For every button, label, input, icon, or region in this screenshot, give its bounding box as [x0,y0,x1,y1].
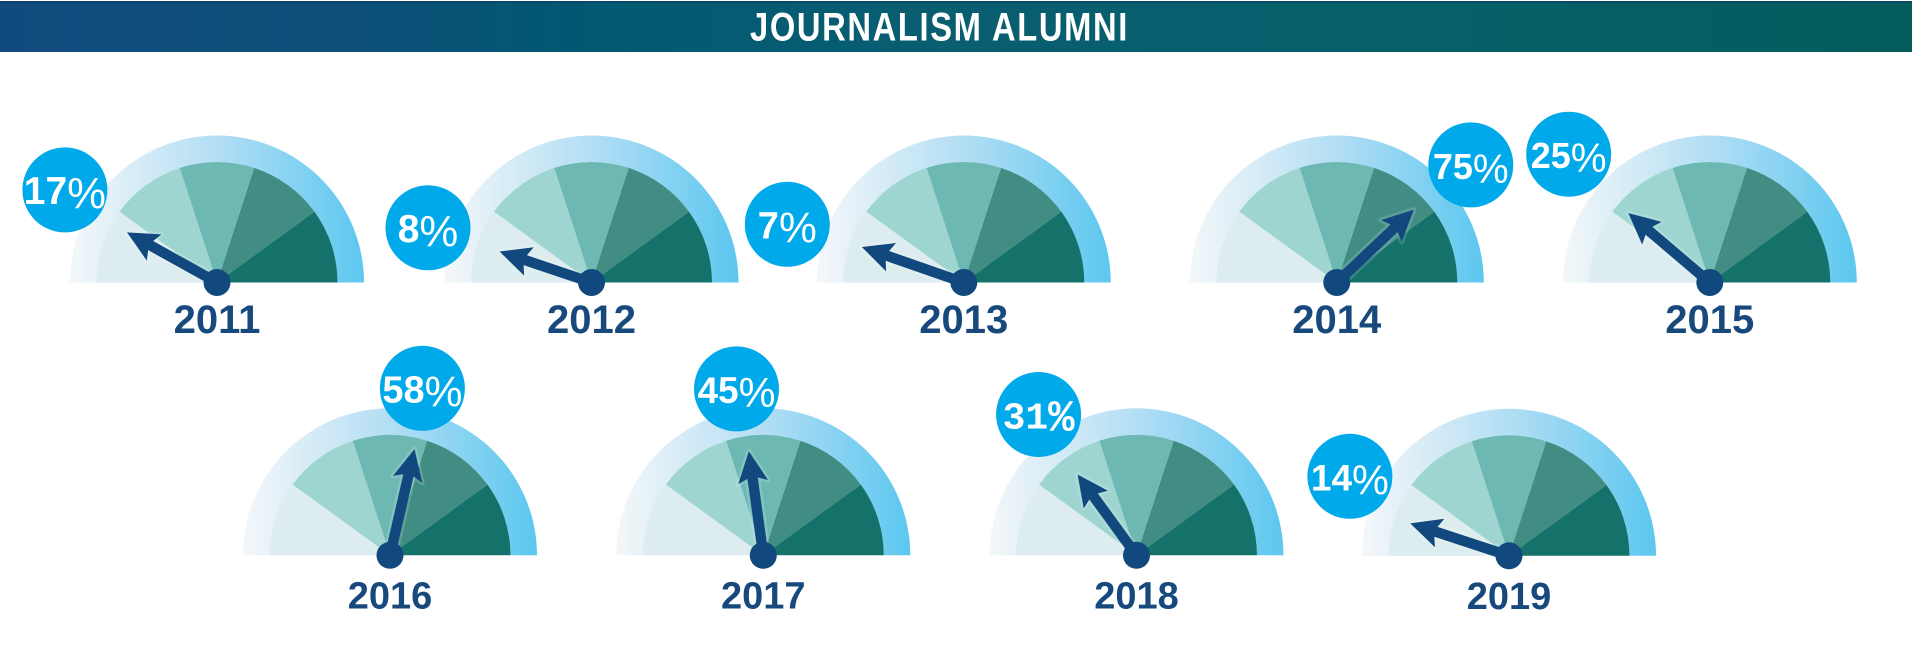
svg-text:2013: 2013 [919,298,1008,342]
svg-text:58%: 58% [382,368,462,416]
svg-text:2014: 2014 [1292,298,1382,342]
svg-text:2019: 2019 [1467,576,1552,618]
svg-text:2016: 2016 [348,575,433,617]
svg-text:45%: 45% [697,369,775,416]
svg-text:31%: 31% [1003,395,1076,445]
svg-text:14%: 14% [1311,456,1389,503]
svg-text:8%: 8% [398,207,459,256]
svg-text:2015: 2015 [1665,298,1754,342]
svg-text:2012: 2012 [547,298,636,342]
svg-text:2018: 2018 [1094,575,1179,617]
svg-text:7%: 7% [758,204,817,252]
svg-text:2017: 2017 [721,575,806,617]
svg-text:JOURNALISM ALUMNI: JOURNALISM ALUMNI [750,6,1129,50]
svg-text:75%: 75% [1433,146,1509,192]
svg-text:25%: 25% [1531,135,1607,181]
svg-text:17%: 17% [24,169,106,218]
svg-text:2011: 2011 [174,298,261,342]
